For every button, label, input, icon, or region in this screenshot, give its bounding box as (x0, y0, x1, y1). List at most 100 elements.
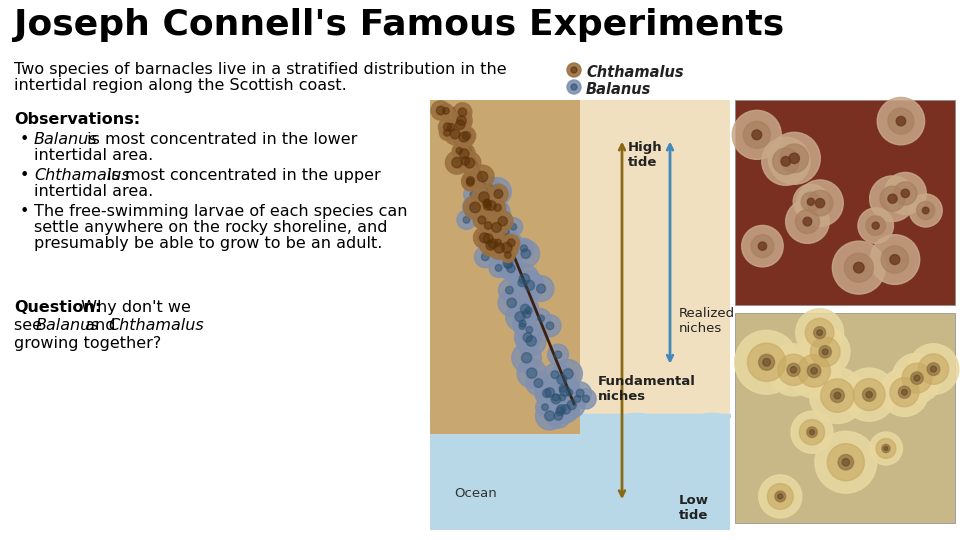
Circle shape (520, 304, 530, 314)
Circle shape (902, 363, 932, 393)
Circle shape (909, 194, 942, 227)
Circle shape (890, 377, 919, 407)
Circle shape (809, 430, 814, 435)
Circle shape (775, 491, 785, 502)
Circle shape (485, 222, 492, 230)
Circle shape (890, 254, 900, 265)
Circle shape (919, 354, 948, 384)
Circle shape (459, 132, 468, 142)
Circle shape (501, 236, 511, 245)
Circle shape (452, 158, 462, 168)
Circle shape (496, 222, 516, 242)
Circle shape (732, 110, 781, 159)
Circle shape (498, 254, 519, 275)
Text: intertidal area.: intertidal area. (34, 184, 154, 199)
Circle shape (870, 432, 902, 465)
Text: Balanus: Balanus (34, 132, 98, 147)
Circle shape (517, 359, 546, 388)
Circle shape (734, 330, 799, 394)
Circle shape (858, 208, 894, 244)
Circle shape (510, 224, 516, 230)
Circle shape (487, 201, 496, 211)
Circle shape (496, 238, 505, 246)
Circle shape (807, 198, 814, 205)
Circle shape (537, 379, 564, 406)
Circle shape (897, 116, 905, 126)
Circle shape (796, 309, 844, 356)
Circle shape (479, 192, 490, 202)
Circle shape (801, 327, 850, 376)
Circle shape (462, 174, 479, 191)
Circle shape (474, 246, 495, 268)
Circle shape (542, 389, 551, 397)
Text: •: • (20, 168, 30, 183)
Circle shape (445, 151, 468, 174)
Circle shape (888, 108, 914, 134)
Circle shape (515, 271, 544, 300)
Circle shape (872, 222, 879, 229)
Circle shape (505, 252, 512, 258)
Circle shape (512, 295, 539, 322)
Circle shape (483, 199, 510, 226)
Circle shape (489, 230, 513, 254)
Circle shape (482, 225, 503, 246)
Circle shape (472, 185, 495, 209)
Circle shape (480, 234, 501, 256)
Circle shape (507, 264, 516, 273)
Circle shape (459, 152, 481, 174)
Circle shape (494, 225, 502, 232)
Circle shape (444, 123, 452, 131)
Circle shape (518, 279, 526, 287)
Circle shape (551, 370, 559, 379)
Circle shape (486, 217, 508, 238)
Circle shape (567, 63, 581, 77)
Circle shape (567, 400, 576, 410)
Circle shape (469, 203, 476, 210)
Circle shape (502, 228, 510, 235)
Circle shape (560, 386, 570, 396)
Circle shape (483, 234, 493, 244)
Circle shape (476, 202, 486, 212)
Circle shape (479, 198, 496, 215)
Circle shape (536, 402, 564, 430)
Circle shape (493, 204, 501, 211)
Circle shape (843, 368, 896, 421)
Circle shape (526, 370, 551, 395)
Circle shape (552, 396, 579, 423)
Circle shape (546, 404, 570, 428)
Circle shape (457, 116, 467, 125)
Circle shape (503, 234, 519, 251)
Circle shape (453, 126, 475, 148)
Text: Fundamental
niches: Fundamental niches (598, 375, 696, 403)
Text: Balanus: Balanus (586, 82, 652, 97)
Circle shape (431, 101, 450, 120)
Circle shape (519, 274, 530, 284)
Circle shape (489, 258, 508, 278)
Circle shape (911, 372, 924, 384)
Circle shape (583, 395, 589, 402)
Text: •: • (20, 204, 30, 219)
Circle shape (866, 392, 873, 398)
Circle shape (763, 359, 771, 366)
Circle shape (877, 97, 924, 145)
Circle shape (881, 246, 908, 273)
Circle shape (506, 302, 535, 331)
Circle shape (486, 184, 493, 192)
Circle shape (838, 455, 853, 470)
Circle shape (546, 322, 554, 329)
Circle shape (457, 126, 475, 145)
Circle shape (453, 143, 475, 165)
Circle shape (798, 355, 830, 387)
Circle shape (543, 363, 566, 386)
Circle shape (495, 236, 518, 259)
Circle shape (480, 217, 496, 234)
Circle shape (510, 264, 540, 294)
Circle shape (473, 227, 495, 249)
Circle shape (758, 475, 802, 518)
Circle shape (523, 333, 533, 342)
Circle shape (525, 307, 532, 314)
Circle shape (512, 240, 540, 267)
Circle shape (549, 396, 574, 422)
Circle shape (561, 404, 570, 414)
Circle shape (787, 363, 800, 376)
